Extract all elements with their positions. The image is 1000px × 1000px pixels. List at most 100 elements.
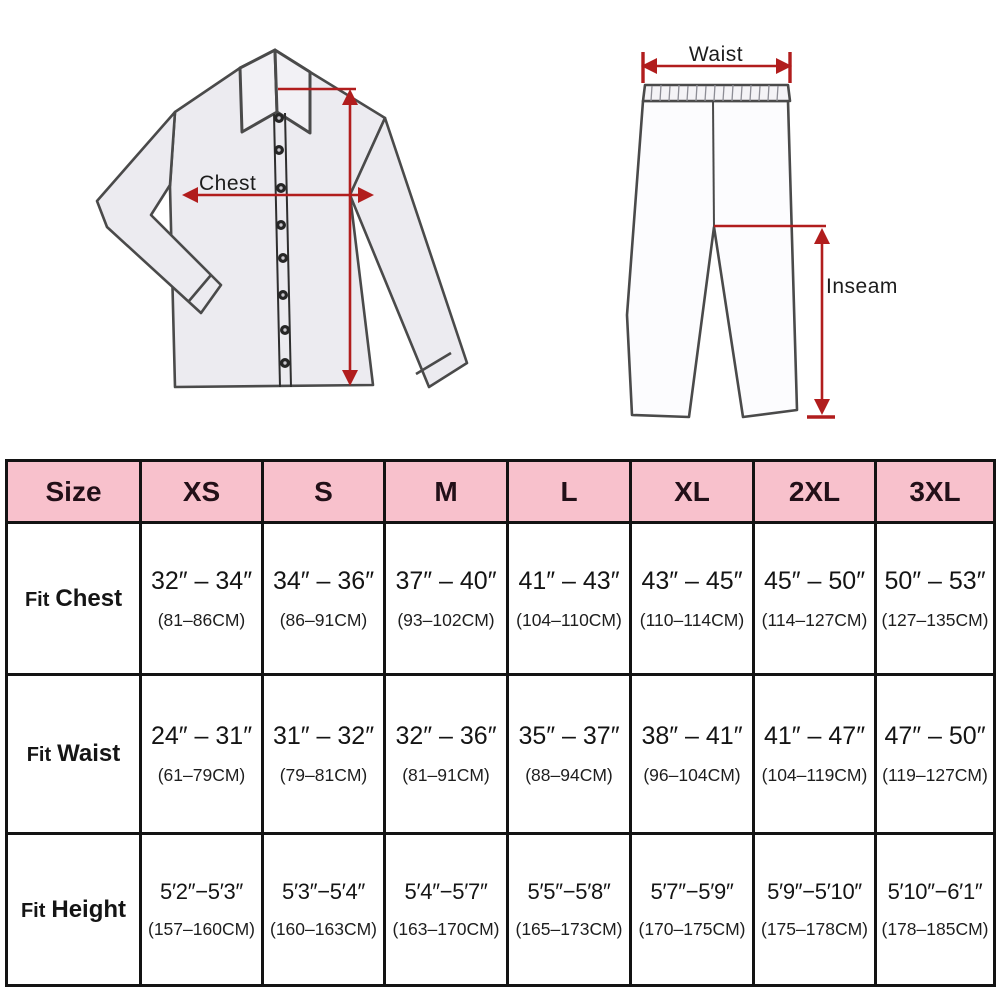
header-m: M <box>383 459 509 524</box>
value-inches: 5′9″−5′10″ <box>767 879 862 904</box>
cell-chest-l: 41″ – 43″ (104–110CM) <box>506 521 632 676</box>
value-cm: (110–114CM) <box>639 609 745 630</box>
header-3xl: 3XL <box>874 459 996 524</box>
row-label-waist: Fit Waist <box>5 673 142 835</box>
value-inches: 34″ – 36″ <box>272 566 375 595</box>
value-cm: (157–160CM) <box>148 919 255 939</box>
cell-waist-2xl: 41″ – 47″ (104–119CM) <box>752 673 877 835</box>
value-inches: 31″ – 32″ <box>272 722 375 750</box>
pants-drawing <box>625 83 799 419</box>
chest-arrow <box>182 187 374 203</box>
cell-waist-l: 35″ – 37″ (88–94CM) <box>506 673 632 835</box>
header-s: S <box>261 459 386 524</box>
header-xl: XL <box>629 459 755 524</box>
cell-waist-3xl: 47″ – 50″ (119–127CM) <box>874 673 996 835</box>
value-cm: (165–173CM) <box>515 919 623 939</box>
placket-line-left <box>273 113 281 388</box>
fit-chest-row: Fit Chest 32″ – 34″ (81–86CM) 34″ – 36″ (86… <box>5 521 996 676</box>
value-inches: 41″ – 47″ <box>763 722 866 750</box>
shirt-buttons <box>274 113 290 368</box>
row-label-prefix: Fit <box>26 744 52 766</box>
header-xs: XS <box>139 459 264 524</box>
header-row: Size XS S M L XL 2XL 3XL <box>5 459 996 524</box>
value-cm: (79–81CM) <box>279 765 368 785</box>
left-cuff-line <box>188 274 212 302</box>
size-table: Size XS S M L XL 2XL 3XL Fit Chest 32″ – … <box>5 459 996 987</box>
cell-chest-xs: 32″ – 34″ (81–86CM) <box>139 521 264 676</box>
center-crease-line <box>712 100 715 228</box>
value-inches: 5′5″−5′8″ <box>527 879 611 904</box>
cell-height-m: 5′4″−5′7″ (163–170CM) <box>383 832 509 987</box>
value-cm: (104–119CM) <box>761 765 868 785</box>
shirt-left-sleeve <box>95 110 223 315</box>
placket-line-right <box>284 112 292 388</box>
value-cm: (178–185CM) <box>881 919 989 939</box>
value-cm: (93–102CM) <box>397 609 495 630</box>
cell-chest-2xl: 45″ – 50″ (114–127CM) <box>752 521 877 676</box>
waistband-hatching <box>650 84 779 102</box>
cell-height-l: 5′5″−5′8″ (165–173CM) <box>506 832 632 987</box>
length-arrow <box>278 87 358 386</box>
cell-chest-xl: 43″ – 45″ (110–114CM) <box>629 521 755 676</box>
fit-waist-row: Fit Waist 24″ – 31″ (61–79CM) 31″ – 32″ (79… <box>5 673 996 835</box>
pants-waistband <box>641 83 792 103</box>
pants-legs <box>625 99 799 419</box>
value-inches: 32″ – 34″ <box>150 566 253 595</box>
row-label-name: Height <box>51 895 127 923</box>
cell-chest-3xl: 50″ – 53″ (127–135CM) <box>874 521 996 676</box>
header-2xl: 2XL <box>752 459 877 524</box>
measurement-figures: Chest <box>0 0 1000 455</box>
value-cm: (61–79CM) <box>157 765 246 785</box>
row-label-name: Waist <box>57 740 121 767</box>
value-cm: (81–86CM) <box>157 609 246 630</box>
value-inches: 43″ – 45″ <box>641 566 743 595</box>
value-inches: 24″ – 31″ <box>150 722 253 750</box>
cell-waist-s: 31″ – 32″ (79–81CM) <box>261 673 386 835</box>
value-inches: 5′3″−5′4″ <box>282 879 365 904</box>
value-cm: (86–91CM) <box>279 609 368 630</box>
cell-waist-m: 32″ – 36″ (81–91CM) <box>383 673 509 835</box>
value-inches: 50″ – 53″ <box>884 566 986 595</box>
value-inches: 5′4″−5′7″ <box>404 879 488 904</box>
value-inches: 45″ – 50″ <box>763 566 866 595</box>
value-cm: (104–110CM) <box>516 609 622 630</box>
value-inches: 5′2″−5′3″ <box>160 879 243 904</box>
waist-arrow <box>641 52 792 83</box>
row-label-height: Fit Height <box>5 832 142 987</box>
row-label-name: Chest <box>55 584 123 612</box>
value-cm: (170–175CM) <box>638 919 746 939</box>
cell-height-xs: 5′2″−5′3″ (157–160CM) <box>139 832 264 987</box>
value-inches: 5′10″−6′1″ <box>887 879 983 904</box>
value-cm: (88–94CM) <box>525 765 613 785</box>
value-cm: (119–127CM) <box>882 765 988 785</box>
right-cuff-line <box>415 351 452 376</box>
shirt-figure: Chest <box>95 48 469 389</box>
row-label-prefix: Fit <box>20 899 46 922</box>
cell-height-xl: 5′7″−5′9″ (170–175CM) <box>629 832 755 987</box>
cell-height-s: 5′3″−5′4″ (160–163CM) <box>261 832 386 987</box>
value-inches: 38″ – 41″ <box>641 722 743 750</box>
cell-waist-xs: 24″ – 31″ (61–79CM) <box>139 673 264 835</box>
cell-waist-xl: 38″ – 41″ (96–104CM) <box>629 673 755 835</box>
value-cm: (114–127CM) <box>761 609 868 630</box>
cell-height-3xl: 5′10″−6′1″ (178–185CM) <box>874 832 996 987</box>
value-cm: (175–178CM) <box>761 919 868 939</box>
cell-height-2xl: 5′9″−5′10″ (175–178CM) <box>752 832 877 987</box>
value-inches: 37″ – 40″ <box>395 566 497 595</box>
value-inches: 5′7″−5′9″ <box>650 879 734 904</box>
inseam-arrow <box>714 224 835 419</box>
row-label-chest: Fit Chest <box>5 521 142 676</box>
shirt-right-sleeve <box>348 116 469 389</box>
inseam-label: Inseam <box>826 275 898 298</box>
value-inches: 41″ – 43″ <box>518 566 620 595</box>
value-inches: 47″ – 50″ <box>884 722 986 750</box>
value-inches: 35″ – 37″ <box>518 722 620 750</box>
fit-height-row: Fit Height 5′2″−5′3″ (157–160CM) 5′3″−5′4″… <box>5 832 996 987</box>
value-cm: (96–104CM) <box>643 765 741 785</box>
chest-label: Chest <box>199 172 256 195</box>
header-l: L <box>506 459 632 524</box>
value-cm: (163–170CM) <box>392 919 500 939</box>
value-cm: (81–91CM) <box>402 765 490 785</box>
row-label-prefix: Fit <box>24 588 50 611</box>
